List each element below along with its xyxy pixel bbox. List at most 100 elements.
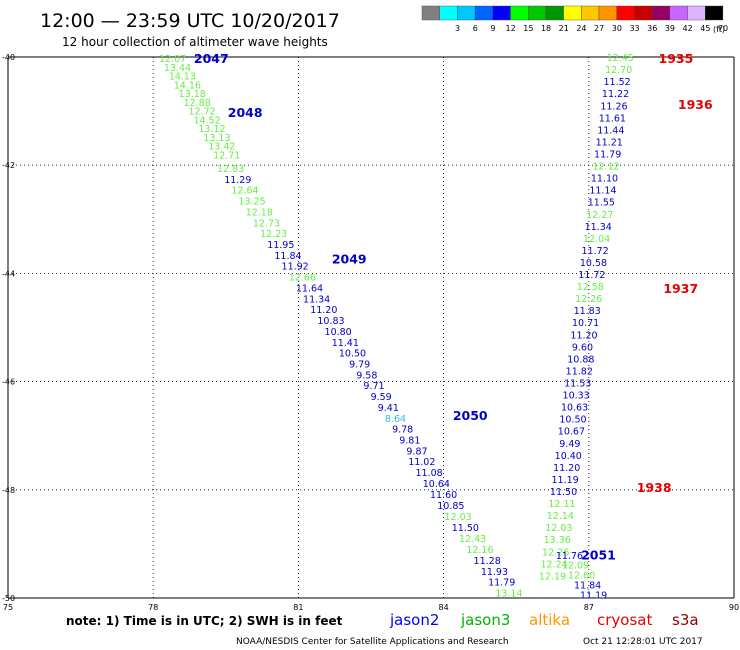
legend-unit-label: (ft) <box>713 25 725 34</box>
pass-number-label: 2050 <box>453 408 488 423</box>
legend-swatch <box>492 5 511 21</box>
y-tick-label: -48 <box>2 486 15 495</box>
data-point-value: 11.02 <box>408 457 435 468</box>
data-point-value: 14.16 <box>174 80 201 91</box>
x-tick-label: 78 <box>148 603 158 612</box>
x-tick-label: 81 <box>293 603 303 612</box>
data-point-value: 11.08 <box>415 468 442 479</box>
mission-name-cryosat: cryosat <box>597 611 652 629</box>
data-point-value: 9.41 <box>378 403 399 414</box>
mission-legend: jason2 jason3 altika cryosat s3a <box>389 611 699 629</box>
data-point-value: 11.61 <box>599 113 626 124</box>
data-point-value: 9.59 <box>371 392 392 403</box>
data-point-value: 11.34 <box>585 222 612 233</box>
data-point-value: 12.60 <box>568 571 595 582</box>
data-point-value: 10.33 <box>563 391 590 402</box>
legend-swatch-label: 39 <box>665 24 675 33</box>
data-point-value: 10.64 <box>423 479 450 490</box>
data-point-value: 12.23 <box>260 229 287 240</box>
data-point-value: 12.19 <box>539 571 566 582</box>
chart-title: 12:00 — 23:59 UTC 10/20/2017 <box>40 10 340 32</box>
data-point-value: 12.43 <box>459 534 486 545</box>
legend-swatch-label: 45 <box>700 24 710 33</box>
mission-name-jason2: jason2 <box>389 611 439 629</box>
mission-name-jason3: jason3 <box>460 611 510 629</box>
data-point-value: 11.19 <box>552 475 579 486</box>
data-point-value: 12.16 <box>466 545 493 556</box>
pass-number-label: 1938 <box>637 480 672 495</box>
data-point-value: 12.64 <box>231 186 258 197</box>
data-point-value: 9.60 <box>572 342 593 353</box>
data-point-value: 10.50 <box>559 415 586 426</box>
data-point-value: 9.81 <box>399 436 420 447</box>
data-point-value: 11.50 <box>452 523 479 534</box>
legend-swatch <box>510 5 529 21</box>
data-point-value: 12.27 <box>586 210 613 221</box>
legend-swatch-label: 6 <box>473 24 478 33</box>
data-point-value: 10.67 <box>558 427 585 438</box>
legend-swatch-label: 24 <box>576 24 586 33</box>
legend-swatch <box>457 5 476 21</box>
data-point-value: 9.87 <box>406 446 427 457</box>
legend-swatch-label: 9 <box>490 24 495 33</box>
legend-swatch-label: 15 <box>523 24 533 33</box>
data-point-value: 12.66 <box>289 273 316 284</box>
footer-timestamp: Oct 21 12:28:01 UTC 2017 <box>583 637 703 647</box>
data-point-value: 13.25 <box>239 197 266 208</box>
data-point-value: 11.41 <box>332 338 359 349</box>
data-point-value: 12.45 <box>607 53 634 64</box>
data-point-value: 11.95 <box>267 240 294 251</box>
legend-swatch <box>474 5 494 21</box>
axis-ticks: 75 78 81 84 87 90 -40 -42 -44 -46 -48 -50 <box>2 53 739 612</box>
legend-swatch <box>528 5 547 21</box>
legend-swatch-label: 21 <box>559 24 569 33</box>
data-point-value: 12.88 <box>184 98 211 109</box>
data-point-value: 12.18 <box>246 207 273 218</box>
pass-number-label: 1937 <box>663 281 698 296</box>
data-point-value: 11.53 <box>564 379 591 390</box>
legend-swatch <box>634 5 653 21</box>
legend-swatch <box>421 5 440 21</box>
pass-labels: 2047 2048 2049 2050 2051 1935 1936 1937 1938 <box>194 51 713 563</box>
data-point-value: 10.50 <box>339 349 366 360</box>
data-point-value: 10.71 <box>572 318 599 329</box>
legend-swatch <box>616 5 635 21</box>
data-point-value: 11.93 <box>481 567 508 578</box>
data-point-value: 11.79 <box>594 150 621 161</box>
data-point-value: 11.14 <box>589 186 616 197</box>
y-tick-label: -40 <box>2 53 15 62</box>
data-point-value: 9.71 <box>363 381 384 392</box>
data-point-value: 11.20 <box>570 330 597 341</box>
data-point-value: 11.44 <box>597 125 624 136</box>
data-point-value: 13.36 <box>544 535 571 546</box>
legend-swatch-label: 36 <box>647 24 657 33</box>
data-point-value: 12.58 <box>577 282 604 293</box>
y-tick-label: -46 <box>2 378 15 387</box>
data-point-value: 11.92 <box>282 262 309 273</box>
data-point-value: 12.24 <box>540 559 567 570</box>
data-point-value: 12.26 <box>575 294 602 305</box>
y-tick-label: -50 <box>2 594 15 603</box>
color-legend: 3 6 9 12 15 18 21 24 27 30 33 36 39 42 45 70 <box>421 5 728 33</box>
data-point-value: 12.11 <box>548 499 575 510</box>
x-tick-label: 90 <box>729 603 739 612</box>
data-point-value: 11.22 <box>602 89 629 100</box>
data-point-value: 10.40 <box>555 451 582 462</box>
data-point-value: 14.52 <box>193 115 220 126</box>
data-point-value: 12.70 <box>605 65 632 76</box>
data-point-value: 8.64 <box>385 414 406 425</box>
legend-swatch-label: 27 <box>594 24 604 33</box>
legend-swatch <box>705 5 724 21</box>
data-point-value: 11.50 <box>550 487 577 498</box>
y-tick-label: -42 <box>2 161 15 170</box>
mission-name-s3a: s3a <box>672 611 699 629</box>
data-point-value: 11.10 <box>591 174 618 185</box>
x-tick-label: 87 <box>584 603 594 612</box>
pass-number-label: 2049 <box>332 251 367 266</box>
data-point-value: 14.13 <box>169 72 196 83</box>
data-point-value: 12.71 <box>213 150 240 161</box>
legend-swatch <box>669 5 688 21</box>
data-point-value: 12.14 <box>547 511 574 522</box>
data-point-value: 11.20 <box>553 463 580 474</box>
